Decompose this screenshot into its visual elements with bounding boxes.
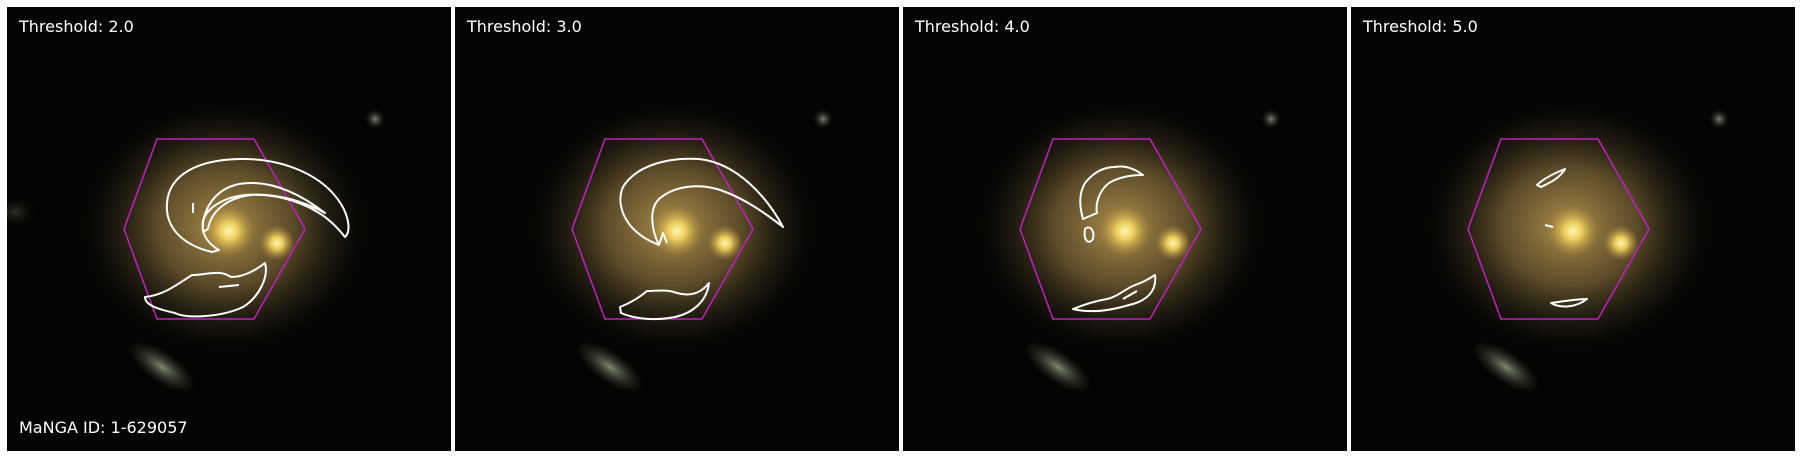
contour-lines xyxy=(144,157,350,318)
threshold-label: Threshold: 4.0 xyxy=(915,17,1030,36)
hexagon-footprint xyxy=(123,138,306,320)
galaxy-panel-threshold-3: Threshold: 3.0 xyxy=(455,7,899,451)
galaxy-image xyxy=(7,7,451,451)
hexagon-footprint xyxy=(1019,138,1202,320)
manga-id-label: MaNGA ID: 1-629057 xyxy=(19,418,188,437)
threshold-label: Threshold: 5.0 xyxy=(1363,17,1478,36)
galaxy-panel-threshold-2: Threshold: 2.0 MaNGA ID: 1-629057 xyxy=(7,7,451,451)
galaxy-image xyxy=(903,7,1347,451)
galaxy-image xyxy=(1351,7,1795,451)
galaxy-panel-threshold-5: Threshold: 5.0 xyxy=(1351,7,1795,451)
threshold-label: Threshold: 2.0 xyxy=(19,17,134,36)
contour-lines xyxy=(1072,165,1157,313)
hexagon-footprint xyxy=(571,138,754,320)
hexagon-footprint xyxy=(1467,138,1650,320)
galaxy-image xyxy=(455,7,899,451)
threshold-label: Threshold: 3.0 xyxy=(467,17,582,36)
contour-lines xyxy=(1536,168,1588,308)
galaxy-panel-threshold-4: Threshold: 4.0 xyxy=(903,7,1347,451)
contour-lines xyxy=(619,157,784,321)
